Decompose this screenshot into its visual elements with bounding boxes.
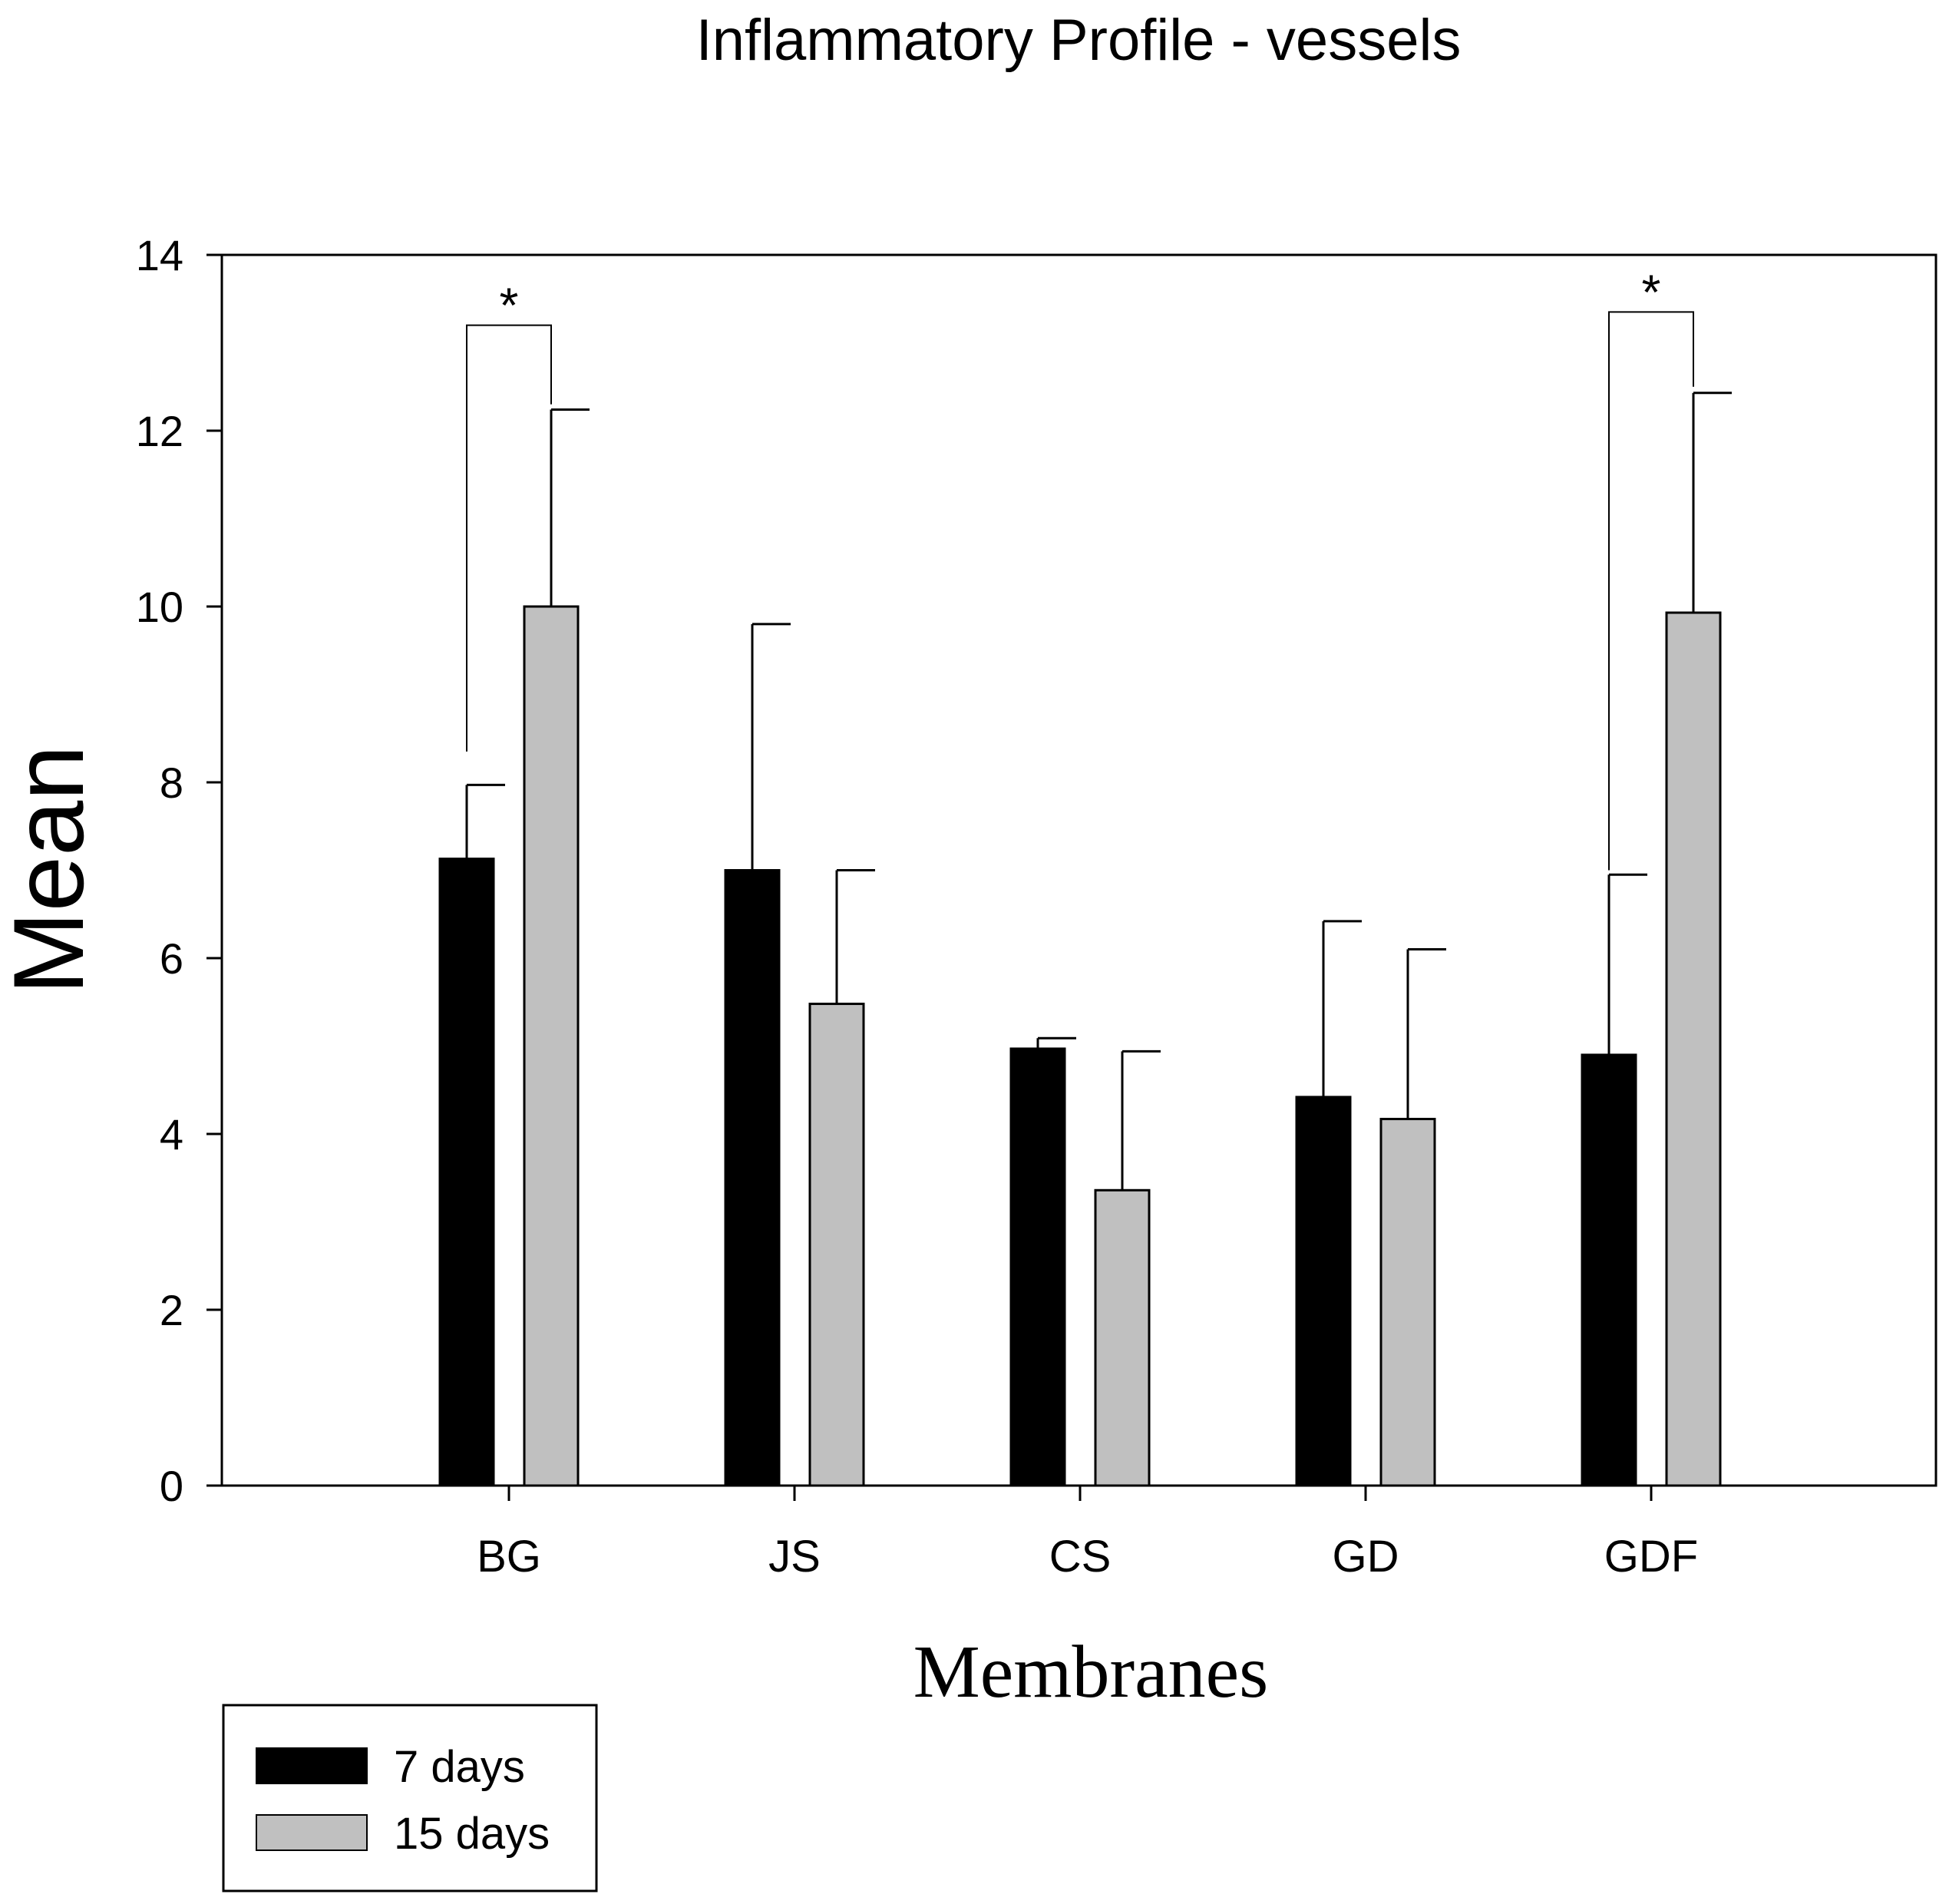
significance-marker: * <box>500 278 519 333</box>
y-tick-label: 10 <box>136 583 183 631</box>
bar-gdf-15-days <box>1665 611 1722 1487</box>
x-tick-label: CS <box>1049 1532 1112 1582</box>
y-tick-label: 4 <box>160 1110 183 1159</box>
x-axis: BG JS CS GD GDF <box>477 1486 1698 1582</box>
legend-label-15-days: 15 days <box>394 1809 550 1859</box>
bar-js-15-days <box>808 1003 865 1487</box>
bar-cs-7-days <box>1009 1047 1066 1487</box>
y-tick-label: 12 <box>136 407 183 455</box>
y-axis-title: Mean <box>0 745 104 994</box>
bar-gd-7-days <box>1295 1096 1352 1487</box>
legend-frame <box>222 1704 598 1892</box>
bar-bg-15-days <box>523 605 580 1487</box>
chart-title: Inflammatory Profile - vessels <box>696 8 1462 73</box>
y-tick-label: 2 <box>160 1286 183 1334</box>
y-tick-label: 8 <box>160 759 183 807</box>
x-tick-label: GD <box>1333 1532 1399 1582</box>
y-axis: 0 2 4 6 8 10 12 14 <box>136 231 222 1510</box>
bar-bg-7-days <box>438 858 495 1487</box>
bar-gdf-7-days <box>1581 1053 1637 1487</box>
significance-marker: * <box>1642 264 1661 319</box>
legend-label-7-days: 7 days <box>394 1742 525 1792</box>
y-tick-label: 14 <box>136 231 183 279</box>
legend: 7 days 15 days <box>222 1704 598 1892</box>
error-bars-layer <box>465 392 1732 1191</box>
y-tick-label: 0 <box>160 1462 183 1510</box>
legend-swatch-15-days <box>256 1814 368 1851</box>
bar-gd-15-days <box>1379 1118 1436 1487</box>
significance-bracket <box>466 324 552 752</box>
legend-swatch-7-days <box>256 1747 368 1784</box>
x-tick-label: JS <box>768 1532 821 1582</box>
x-tick-label: GDF <box>1604 1532 1698 1582</box>
y-tick-label: 6 <box>160 934 183 983</box>
significance-layer: * * <box>466 264 1694 871</box>
bar-cs-15-days <box>1094 1188 1151 1487</box>
x-tick-label: BG <box>477 1532 541 1582</box>
bar-js-7-days <box>724 869 781 1487</box>
x-axis-title: Membranes <box>913 1631 1269 1714</box>
bars-layer <box>438 605 1722 1487</box>
significance-bracket <box>1608 311 1694 871</box>
